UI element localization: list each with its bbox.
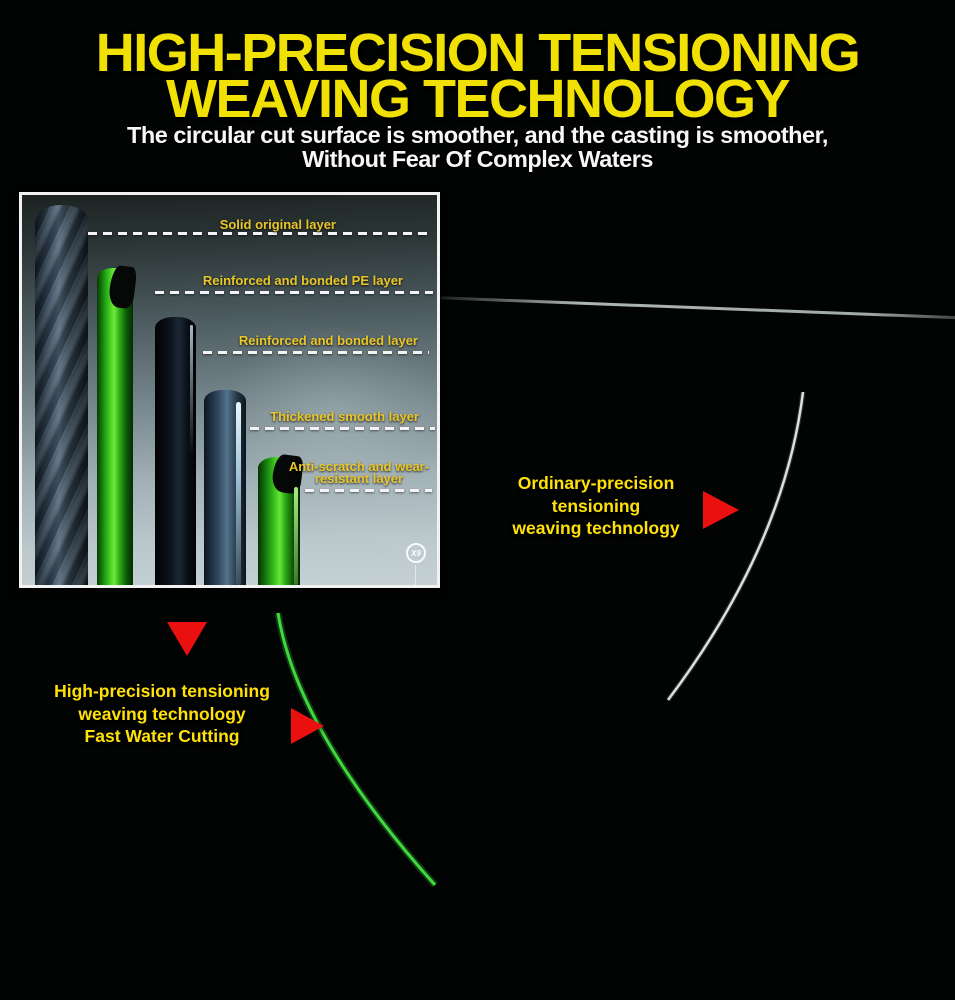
watermark-text: X9 bbox=[411, 548, 421, 558]
high-precision-line bbox=[276, 612, 437, 887]
annotation-ordinary-line-2: tensioning bbox=[551, 495, 641, 516]
layer-label-pe: Reinforced and bonded PE layer bbox=[202, 273, 403, 288]
annotation-ordinary-line-1: Ordinary-precision bbox=[517, 473, 675, 493]
arrow-right-ordinary-icon bbox=[703, 491, 739, 529]
ordinary-line-glow bbox=[666, 391, 806, 702]
subtitle-line-1: The circular cut surface is smoother, an… bbox=[127, 122, 828, 148]
brand-watermark: X9 bbox=[406, 543, 426, 563]
annotation-ordinary-line-3: weaving technology bbox=[512, 518, 680, 538]
page-title-line-2: WEAVING TECHNOLOGY bbox=[165, 69, 791, 129]
subtitle-line-2: Without Fear Of Complex Waters bbox=[302, 146, 653, 172]
page-title-line-1: HIGH-PRECISION TENSIONING bbox=[95, 23, 861, 83]
leader-line-2 bbox=[155, 291, 433, 294]
high-precision-line-glow bbox=[274, 612, 438, 888]
layer-label-antiscratch: Anti-scratch and wear-resistant layer bbox=[288, 459, 430, 486]
leader-line-1 bbox=[88, 232, 433, 235]
layer-label-bonded: Reinforced and bonded layer bbox=[238, 333, 418, 348]
ordinary-line bbox=[667, 391, 805, 701]
fiber-column-smooth-layer bbox=[204, 390, 246, 585]
layer-label-solid: Solid original layer bbox=[219, 217, 336, 232]
annotation-high-precision: High-precision tensioning weaving techno… bbox=[42, 680, 282, 748]
watermark-tail-line bbox=[415, 565, 416, 585]
fiber-column-pe-layer bbox=[97, 268, 133, 585]
fiber-column-bonded-layer bbox=[155, 317, 196, 585]
arrow-down-icon bbox=[167, 622, 207, 656]
fiber-column-solid-core bbox=[35, 205, 88, 585]
layer-structure-diagram: Solid original layer Reinforced and bond… bbox=[19, 192, 440, 588]
leader-line-5 bbox=[305, 489, 432, 492]
annotation-high-line-2: weaving technology bbox=[78, 703, 246, 724]
leader-line-4 bbox=[250, 427, 435, 430]
annotation-ordinary-precision: Ordinary-precision tensioning weaving te… bbox=[498, 472, 694, 540]
annotation-high-line-3: Fast Water Cutting bbox=[84, 726, 240, 746]
leader-line-3 bbox=[203, 351, 429, 354]
layer-label-smooth: Thickened smooth layer bbox=[270, 409, 419, 424]
annotation-high-line-1: High-precision tensioning bbox=[54, 681, 270, 701]
water-surface-line bbox=[431, 296, 955, 320]
arrow-right-high-precision-icon bbox=[291, 708, 324, 744]
fiber-column-antiscratch-layer bbox=[258, 457, 300, 585]
